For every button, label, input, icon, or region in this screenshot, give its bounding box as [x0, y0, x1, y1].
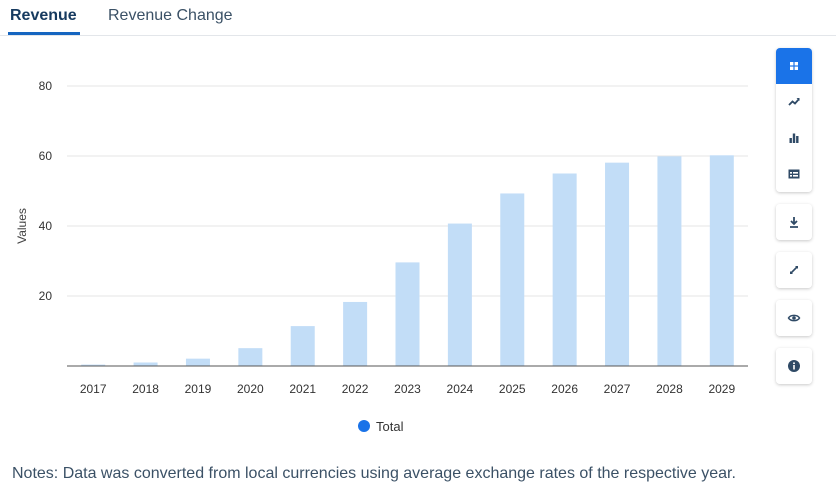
active-tab-indicator — [8, 32, 80, 35]
download-button-group — [776, 204, 812, 240]
bar-2023[interactable] — [395, 262, 420, 366]
x-tick-label: 2021 — [289, 382, 316, 396]
bar-2024[interactable] — [447, 223, 472, 366]
table-icon — [788, 169, 800, 179]
info-button-group — [776, 348, 812, 384]
visibility-button-group — [776, 300, 812, 336]
y-tick-label: 20 — [39, 289, 53, 303]
chart-notes: Notes: Data was converted from local cur… — [12, 465, 736, 482]
legend-marker-total — [358, 420, 370, 432]
eye-icon — [787, 314, 801, 322]
x-tick-label: 2029 — [708, 382, 735, 396]
expand-button-group — [776, 252, 812, 288]
bar-2019[interactable] — [185, 358, 210, 366]
x-tick-label: 2024 — [447, 382, 474, 396]
x-tick-label: 2026 — [551, 382, 578, 396]
bar-2017[interactable] — [81, 364, 106, 366]
x-tick-label: 2022 — [342, 382, 369, 396]
expand-button[interactable] — [776, 252, 812, 288]
y-tick-label: 40 — [39, 219, 53, 233]
tab-revenue-change[interactable]: Revenue Change — [108, 7, 233, 24]
x-tick-label: 2018 — [132, 382, 159, 396]
tab-bar: Revenue Revenue Change — [0, 0, 836, 36]
info-button[interactable] — [776, 348, 812, 384]
tab-revenue[interactable]: Revenue — [10, 7, 77, 24]
x-tick-label: 2027 — [604, 382, 631, 396]
visibility-button[interactable] — [776, 300, 812, 336]
info-icon — [788, 360, 800, 372]
grid-icon — [790, 62, 798, 70]
bar-chart-icon — [789, 133, 799, 143]
bar-2026[interactable] — [552, 173, 577, 367]
y-tick-label: 60 — [39, 149, 53, 163]
bar-chart-view-button[interactable] — [776, 120, 812, 156]
download-icon — [790, 217, 798, 228]
bar-2022[interactable] — [343, 301, 368, 366]
bar-2027[interactable] — [605, 162, 630, 366]
expand-icon — [790, 266, 798, 274]
line-chart-view-button[interactable] — [776, 84, 812, 120]
x-tick-label: 2028 — [656, 382, 683, 396]
x-tick-label: 2019 — [185, 382, 212, 396]
bar-2025[interactable] — [500, 193, 525, 366]
line-chart-icon — [788, 98, 800, 106]
x-axis-ticks: 2017 2018 2019 2020 2021 2022 2023 2024 2025 2026… — [80, 382, 736, 396]
chart-legend[interactable]: Total — [358, 418, 403, 434]
table-view-button[interactable] — [776, 156, 812, 192]
x-tick-label: 2020 — [237, 382, 264, 396]
bars — [81, 155, 734, 366]
x-tick-label: 2023 — [394, 382, 421, 396]
revenue-bar-chart: 20 40 60 80 2017 2018 2019 2020 2021 2022 2023 202… — [15, 79, 748, 396]
x-tick-label: 2025 — [499, 382, 526, 396]
bar-2029[interactable] — [709, 155, 734, 366]
bar-2018[interactable] — [133, 362, 158, 367]
download-button[interactable] — [776, 204, 812, 240]
y-axis-label: Values — [15, 208, 29, 244]
bar-2021[interactable] — [290, 326, 315, 366]
bar-2028[interactable] — [657, 156, 682, 366]
y-tick-label: 80 — [39, 79, 53, 93]
x-tick-label: 2017 — [80, 382, 107, 396]
grid-view-button[interactable] — [776, 48, 812, 84]
view-switcher — [776, 48, 812, 192]
y-axis-ticks: 20 40 60 80 — [39, 79, 53, 303]
bar-2020[interactable] — [238, 348, 263, 366]
legend-label-total: Total — [376, 418, 404, 434]
